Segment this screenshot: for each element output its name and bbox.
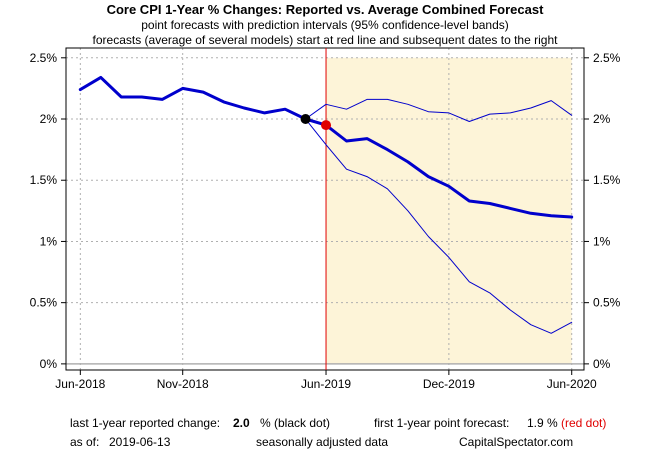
series-line-point-forecast — [304, 117, 574, 219]
y-tick-label-right: 2.5% — [593, 51, 621, 65]
series-line-reported — [78, 75, 307, 121]
asof-value: 2019-06-13 — [109, 435, 171, 449]
y-tick-label-left: 1% — [40, 234, 58, 248]
y-tick-label-left: 2.5% — [30, 51, 58, 65]
y-tick-label-right: 1% — [593, 234, 611, 248]
source-credit: CapitalSpectator.com — [459, 435, 574, 449]
y-tick-label-right: 1.5% — [593, 173, 621, 187]
red-dot-marker — [321, 120, 332, 131]
x-tick-label: Dec-2019 — [423, 377, 475, 391]
y-tick-label-right: 0.5% — [593, 296, 621, 310]
x-tick-label: Nov-2018 — [157, 377, 209, 391]
y-tick-label-right: 0% — [593, 357, 611, 371]
forecast-note: (red dot) — [561, 416, 607, 430]
reported-unit: % (black dot) — [260, 416, 331, 430]
series-line-lower-band — [305, 118, 573, 334]
asof-label: as of: — [70, 435, 100, 449]
y-tick-label-left: 0% — [40, 357, 58, 371]
black-dot-marker — [300, 114, 311, 125]
reported-label: last 1-year reported change: — [70, 416, 221, 430]
y-tick-label-left: 0.5% — [30, 296, 58, 310]
y-tick-label-left: 1.5% — [30, 173, 58, 187]
forecast-value: 1.9 % — [527, 416, 558, 430]
x-tick-label: Jun-2018 — [55, 377, 105, 391]
chart-title: Core CPI 1-Year % Changes: Reported vs. … — [106, 2, 544, 17]
seasonal-note: seasonally adjusted data — [256, 435, 389, 449]
series-line-upper-band — [305, 98, 573, 122]
reported-value: 2.0 — [233, 416, 250, 430]
forecast-label: first 1-year point forecast: — [374, 416, 510, 430]
y-tick-label-right: 2% — [593, 112, 611, 126]
x-tick-label: Jun-2019 — [301, 377, 351, 391]
chart-subtitle-2: forecasts (average of several models) st… — [92, 33, 558, 47]
y-tick-label-left: 2% — [40, 112, 58, 126]
plot-frame — [65, 47, 585, 371]
chart-subtitle-1: point forecasts with prediction interval… — [141, 18, 509, 32]
x-tick-label: Jun-2020 — [547, 377, 597, 391]
